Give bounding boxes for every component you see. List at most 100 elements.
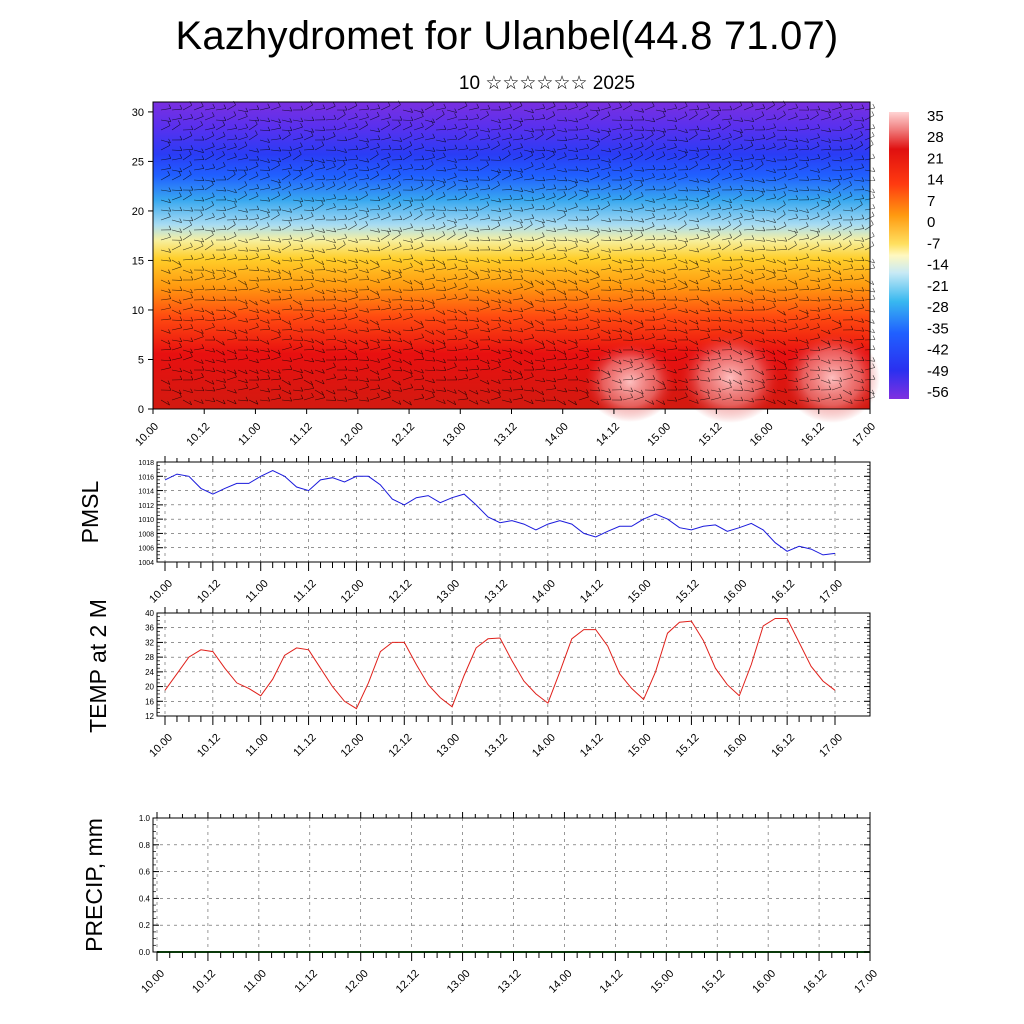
wind-barb	[699, 299, 709, 306]
x-tick-label: 10.00	[133, 421, 161, 449]
wind-barb-flag	[376, 170, 379, 176]
wind-barb	[325, 247, 336, 251]
wind-barb	[545, 134, 555, 141]
wind-barb	[358, 399, 369, 402]
wind-barb-flag	[465, 344, 469, 349]
wind-barb	[171, 289, 183, 291]
wind-barb-flag	[234, 188, 237, 194]
wind-barb	[743, 165, 754, 171]
wind-barb	[864, 245, 875, 251]
wind-barb-flag	[398, 170, 401, 175]
wind-barb-flag	[421, 202, 424, 207]
wind-barb	[831, 246, 842, 251]
wind-barb-flag	[762, 178, 765, 183]
wind-barb	[611, 259, 622, 264]
wind-barb	[710, 339, 721, 342]
wind-barb-flag	[454, 195, 458, 200]
wind-barb-flag	[641, 177, 645, 182]
wind-barb-flag	[223, 116, 227, 121]
wind-barb	[765, 179, 776, 182]
wind-barb	[358, 194, 368, 201]
wind-barb-flag	[575, 326, 579, 331]
wind-barb-flag	[454, 144, 458, 149]
wind-barb	[798, 366, 809, 371]
wind-barb	[732, 194, 742, 201]
wind-barb-flag	[828, 108, 831, 113]
wind-barb-flag	[245, 264, 249, 269]
wind-barb	[259, 369, 270, 374]
wind-barb-flag	[597, 308, 601, 313]
wind-barb	[710, 309, 721, 312]
wind-barb	[336, 269, 347, 274]
wind-barb-flag	[563, 350, 567, 355]
x-tick-label: 14.12	[578, 732, 606, 760]
wind-barb-flag	[553, 384, 557, 389]
wind-barb	[358, 329, 369, 332]
wind-barb-flag	[684, 241, 688, 246]
wind-barb-flag	[366, 138, 370, 143]
wind-barb	[248, 309, 259, 314]
wind-barb	[325, 307, 336, 311]
wind-barb-flag	[300, 305, 304, 311]
wind-barb	[270, 278, 281, 281]
wind-barb-flag	[839, 336, 843, 342]
wind-barb	[490, 199, 501, 203]
wind-barb-flag	[718, 354, 722, 359]
wind-barb-flag	[300, 368, 303, 373]
wind-barb-flag	[168, 288, 171, 293]
wind-barb	[820, 148, 831, 151]
wind-barb-flag	[751, 306, 755, 311]
wind-barb-flag	[795, 377, 799, 383]
wind-barb-flag	[465, 213, 469, 219]
wind-barb-flag	[718, 325, 722, 330]
wind-barb	[204, 277, 215, 281]
wind-barb-flag	[838, 200, 841, 205]
wind-barb	[644, 216, 655, 221]
wind-barb	[160, 399, 170, 406]
wind-barb	[534, 219, 545, 224]
wind-barb	[633, 229, 644, 232]
wind-barb	[237, 127, 248, 131]
wind-barb	[248, 286, 259, 291]
wind-barb	[435, 139, 446, 143]
x-tick-label: 12.00	[338, 421, 366, 449]
wind-barb-flag	[442, 310, 446, 315]
wind-barb	[369, 259, 379, 266]
wind-barb	[831, 359, 842, 362]
wind-barb-flag	[640, 320, 644, 325]
wind-barb	[270, 187, 281, 191]
y-tick-label: 16	[145, 697, 154, 706]
wind-barb	[468, 169, 479, 172]
wind-barb	[281, 369, 293, 371]
wind-barb	[798, 316, 809, 321]
wind-barb	[754, 148, 765, 151]
wind-barb-flag	[541, 130, 544, 135]
wind-barb-flag	[476, 274, 480, 279]
wind-barb	[589, 144, 599, 151]
wind-barb-flag	[278, 248, 281, 253]
wind-barb	[820, 116, 831, 121]
wind-barb	[732, 399, 743, 402]
wind-barb	[798, 225, 809, 231]
wind-barb-flag	[597, 154, 601, 159]
wind-barb	[743, 299, 754, 304]
wind-barb-flag	[355, 172, 358, 177]
wind-barb-flag	[531, 188, 534, 193]
wind-barb	[435, 319, 446, 324]
wind-barb-flag	[773, 176, 777, 181]
wind-barb	[413, 168, 424, 171]
wind-barb-flag	[607, 171, 611, 176]
wind-barb	[611, 239, 622, 241]
wind-barb-flag	[586, 134, 590, 140]
wind-barb-flag	[795, 293, 798, 298]
wind-barb	[193, 149, 204, 153]
wind-barb-flag	[212, 253, 216, 259]
wind-barb-flag	[233, 170, 236, 175]
y-tick-label: 1.0	[139, 814, 151, 823]
wind-barb-flag	[871, 111, 875, 116]
wind-barb-flag	[553, 227, 557, 232]
wind-barb	[688, 349, 699, 352]
wind-barb-flag	[333, 238, 336, 244]
wind-barb-flag	[838, 180, 841, 185]
wind-barb-flag	[728, 220, 731, 226]
